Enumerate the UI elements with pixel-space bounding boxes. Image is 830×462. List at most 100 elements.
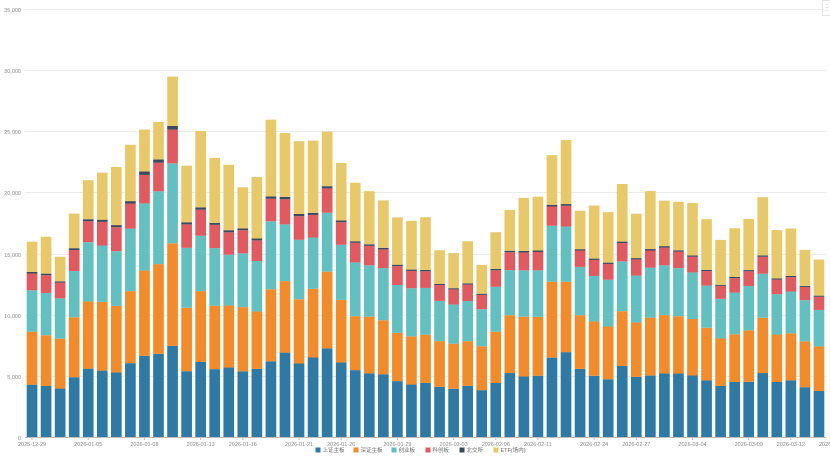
bar-segment[interactable]: [111, 305, 122, 373]
bar-segment[interactable]: [40, 275, 52, 293]
bar-segment[interactable]: [237, 230, 249, 254]
bar-segment[interactable]: [307, 288, 319, 358]
bar-segment[interactable]: [729, 334, 740, 382]
bar-segment[interactable]: [771, 278, 783, 280]
bar-segment[interactable]: [349, 370, 361, 437]
bar-segment[interactable]: [181, 222, 192, 225]
bar-segment[interactable]: [139, 129, 150, 172]
bar-segment[interactable]: [335, 162, 347, 221]
bar-segment[interactable]: [785, 275, 797, 278]
bar-segment[interactable]: [68, 213, 80, 249]
bar-segment[interactable]: [307, 357, 319, 437]
bar-segment[interactable]: [167, 163, 178, 244]
bar-segment[interactable]: [434, 283, 445, 285]
bar-segment[interactable]: [68, 317, 80, 378]
bar-segment[interactable]: [335, 222, 347, 245]
bar-segment[interactable]: [799, 341, 811, 388]
bar-segment[interactable]: [209, 305, 221, 370]
bar-segment[interactable]: [195, 291, 206, 362]
bar-segment[interactable]: [743, 381, 755, 437]
bar-segment[interactable]: [687, 255, 698, 257]
bar-segment[interactable]: [363, 245, 375, 266]
bar-segment[interactable]: [729, 276, 740, 279]
bar-segment[interactable]: [799, 249, 811, 286]
bar-segment[interactable]: [715, 385, 726, 437]
bar-segment[interactable]: [378, 268, 389, 321]
bar-segment[interactable]: [518, 251, 530, 253]
bar-segment[interactable]: [153, 264, 164, 354]
bar-segment[interactable]: [111, 251, 122, 306]
bar-segment[interactable]: [223, 254, 235, 306]
bar-segment[interactable]: [139, 174, 150, 204]
bar-segment[interactable]: [265, 119, 277, 197]
bar-segment[interactable]: [532, 250, 544, 252]
bar-segment[interactable]: [616, 241, 628, 244]
bar-segment[interactable]: [125, 144, 136, 202]
bar-segment[interactable]: [813, 296, 825, 310]
bar-segment[interactable]: [237, 253, 249, 308]
bar-segment[interactable]: [476, 309, 488, 347]
bar-segment[interactable]: [251, 238, 263, 241]
bar-segment[interactable]: [701, 269, 712, 272]
bar-segment[interactable]: [659, 247, 670, 266]
bar-segment[interactable]: [139, 355, 150, 437]
bar-segment[interactable]: [223, 164, 235, 231]
bar-segment[interactable]: [111, 225, 122, 228]
bar-segment[interactable]: [40, 236, 52, 274]
bar-segment[interactable]: [209, 222, 221, 225]
bar-segment[interactable]: [729, 381, 740, 437]
bar-segment[interactable]: [518, 252, 530, 271]
bar-segment[interactable]: [167, 345, 178, 437]
bar-segment[interactable]: [476, 390, 488, 437]
bar-segment[interactable]: [82, 221, 94, 243]
bar-segment[interactable]: [560, 226, 572, 282]
bar-segment[interactable]: [771, 294, 783, 335]
bar-segment[interactable]: [476, 346, 488, 391]
bar-segment[interactable]: [504, 252, 516, 271]
bar-segment[interactable]: [378, 374, 389, 437]
bar-segment[interactable]: [518, 316, 530, 377]
bar-segment[interactable]: [490, 232, 502, 269]
bar-segment[interactable]: [490, 286, 502, 332]
bar-segment[interactable]: [321, 271, 333, 349]
bar-segment[interactable]: [378, 200, 389, 248]
bar-segment[interactable]: [68, 248, 80, 251]
bar-segment[interactable]: [26, 271, 38, 274]
bar-segment[interactable]: [279, 352, 291, 437]
bar-segment[interactable]: [209, 157, 221, 223]
bar-segment[interactable]: [588, 321, 600, 376]
bar-segment[interactable]: [602, 263, 614, 280]
bar-segment[interactable]: [363, 373, 375, 437]
bar-segment[interactable]: [167, 129, 178, 164]
bar-segment[interactable]: [96, 370, 108, 437]
bar-segment[interactable]: [673, 201, 684, 251]
bar-segment[interactable]: [490, 382, 502, 437]
bar-segment[interactable]: [785, 277, 797, 292]
bar-segment[interactable]: [448, 388, 459, 437]
bar-segment[interactable]: [574, 368, 586, 437]
bar-segment[interactable]: [504, 315, 516, 374]
bar-segment[interactable]: [26, 384, 38, 437]
bar-segment[interactable]: [293, 213, 305, 217]
bar-segment[interactable]: [54, 298, 66, 339]
bar-segment[interactable]: [321, 188, 333, 213]
bar-segment[interactable]: [659, 246, 670, 248]
bar-segment[interactable]: [363, 316, 375, 374]
bar-segment[interactable]: [630, 275, 642, 323]
bar-segment[interactable]: [588, 205, 600, 259]
bar-segment[interactable]: [560, 139, 572, 205]
bar-segment[interactable]: [335, 244, 347, 300]
bar-segment[interactable]: [504, 210, 516, 251]
bar-segment[interactable]: [195, 361, 206, 437]
bar-segment[interactable]: [26, 290, 38, 332]
bar-segment[interactable]: [82, 242, 94, 302]
bar-segment[interactable]: [434, 341, 445, 387]
bar-segment[interactable]: [645, 317, 656, 376]
bar-segment[interactable]: [448, 253, 459, 289]
bar-segment[interactable]: [659, 315, 670, 374]
bar-segment[interactable]: [335, 362, 347, 437]
bar-segment[interactable]: [406, 288, 417, 337]
bar-segment[interactable]: [518, 376, 530, 437]
bar-segment[interactable]: [96, 219, 108, 222]
bar-segment[interactable]: [518, 197, 530, 251]
